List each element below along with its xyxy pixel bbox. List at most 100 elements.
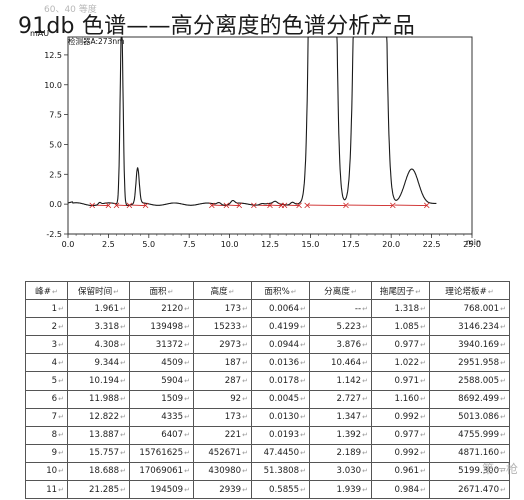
table-cell-value: 4871.160 bbox=[458, 448, 500, 459]
table-cell: 3.876↵ bbox=[309, 335, 372, 355]
table-cell-value: 1.392 bbox=[336, 430, 362, 441]
cell-marker-icon: ↵ bbox=[242, 304, 248, 313]
cell-marker-icon: ↵ bbox=[242, 485, 248, 494]
table-cell-value: 5.223 bbox=[336, 321, 362, 332]
cell-marker-icon: ↵ bbox=[184, 304, 190, 313]
cell-marker-icon: ↵ bbox=[184, 449, 190, 458]
table-cell: 9↵ bbox=[25, 443, 68, 463]
cell-marker-icon: ↵ bbox=[362, 431, 368, 440]
peak-marker bbox=[267, 202, 273, 209]
table-cell-value: 2.727 bbox=[336, 394, 362, 405]
peak-table-container: 峰#↵ 保留时间↵ 面积↵ 高度↵ 面积%↵ 分离度↵ 拖尾因子↵ 理论塔板#↵ 1↵ 1.96… bbox=[25, 280, 510, 500]
cell-marker-icon: ↵ bbox=[500, 431, 506, 440]
table-cell: 8692.499↵ bbox=[429, 389, 510, 409]
table-cell: 15.757↵ bbox=[67, 443, 130, 463]
table-cell-value: 12.822 bbox=[89, 412, 120, 423]
table-cell-value: 7 bbox=[51, 412, 58, 423]
table-cell-value: 9 bbox=[51, 448, 58, 459]
cell-marker-icon: ↵ bbox=[300, 377, 306, 386]
table-cell: --↵ bbox=[309, 299, 372, 319]
table-cell: 15233↵ bbox=[193, 317, 252, 337]
column-header-label: 面积 bbox=[149, 286, 167, 297]
peak-marker bbox=[423, 202, 430, 209]
cell-marker-icon: ↵ bbox=[184, 377, 190, 386]
table-cell: 11.988↵ bbox=[67, 389, 130, 409]
table-cell: 1.142↵ bbox=[309, 371, 372, 391]
table-cell: 0.0178↵ bbox=[251, 371, 310, 391]
cell-marker-icon: ↵ bbox=[242, 413, 248, 422]
table-cell: 3.030↵ bbox=[309, 461, 372, 482]
table-cell-value: 5 bbox=[51, 376, 58, 387]
cell-marker-icon: ↵ bbox=[500, 340, 506, 349]
table-cell-value: 10.194 bbox=[89, 376, 120, 387]
table-row: 8↵ 13.887↵ 6407↵ 221↵ 0.0193↵ 1.392↵ 0.977↵ 475… bbox=[25, 425, 510, 445]
cell-marker-icon: ↵ bbox=[300, 358, 306, 367]
table-cell: 0.977↵ bbox=[371, 425, 430, 445]
table-header-row: 峰#↵ 保留时间↵ 面积↵ 高度↵ 面积%↵ 分离度↵ 拖尾因子↵ 理论塔板#↵ bbox=[25, 280, 510, 301]
table-cell: 0.0944↵ bbox=[251, 335, 310, 355]
table-cell-value: -- bbox=[354, 303, 362, 314]
table-cell: 6↵ bbox=[25, 389, 68, 409]
cell-marker-icon: ↵ bbox=[362, 413, 368, 422]
cell-marker-icon: ↵ bbox=[58, 340, 64, 349]
table-cell-value: 2973 bbox=[219, 339, 242, 350]
table-cell-value: 31372 bbox=[155, 339, 184, 350]
cell-marker-icon: ↵ bbox=[120, 431, 126, 440]
cell-marker-icon: ↵ bbox=[242, 340, 248, 349]
peak-marker bbox=[126, 202, 133, 209]
cell-marker-icon: ↵ bbox=[362, 304, 368, 313]
cell-marker-icon: ↵ bbox=[420, 431, 426, 440]
cell-marker-icon: ↵ bbox=[362, 485, 368, 494]
column-header: 分离度↵ bbox=[309, 280, 372, 301]
cell-marker-icon: ↵ bbox=[51, 287, 58, 296]
table-cell: 21.285↵ bbox=[67, 480, 130, 500]
cell-marker-icon: ↵ bbox=[242, 322, 248, 331]
peak-marker bbox=[251, 202, 257, 209]
trace-label: 检测器A:273nm bbox=[68, 36, 124, 46]
cell-marker-icon: ↵ bbox=[242, 377, 248, 386]
y-tick-label: 10.0 bbox=[44, 81, 62, 90]
cell-marker-icon: ↵ bbox=[300, 395, 306, 404]
peak-marker bbox=[142, 202, 149, 209]
cell-marker-icon: ↵ bbox=[58, 304, 64, 313]
table-cell: 18.688↵ bbox=[67, 461, 130, 482]
table-cell-value: 2 bbox=[51, 321, 58, 332]
table-cell-value: 10 bbox=[46, 466, 58, 477]
table-cell: 173↵ bbox=[193, 299, 252, 319]
table-row: 6↵ 11.988↵ 1509↵ 92↵ 0.0045↵ 2.727↵ 1.160↵ 8692… bbox=[25, 389, 510, 409]
table-cell-value: 0.971 bbox=[394, 376, 420, 387]
cell-marker-icon: ↵ bbox=[184, 467, 190, 476]
table-cell: 47.4450↵ bbox=[251, 443, 310, 463]
cell-marker-icon: ↵ bbox=[184, 395, 190, 404]
table-cell: 3↵ bbox=[25, 335, 68, 355]
table-cell: 17069061↵ bbox=[129, 461, 194, 482]
table-cell: 1.392↵ bbox=[309, 425, 372, 445]
x-tick-label: 15.0 bbox=[301, 240, 319, 249]
table-cell-value: 10.464 bbox=[331, 357, 362, 368]
table-cell: 139498↵ bbox=[129, 317, 194, 337]
cell-marker-icon: ↵ bbox=[300, 322, 306, 331]
table-cell-value: 2588.005 bbox=[458, 376, 500, 387]
cell-marker-icon: ↵ bbox=[500, 449, 506, 458]
x-tick-label: 2.5 bbox=[102, 240, 115, 249]
y-tick-label: 0.0 bbox=[49, 200, 62, 209]
table-cell-value: 173 bbox=[224, 412, 242, 423]
x-tick-label: 20.0 bbox=[382, 240, 400, 249]
table-cell: 1509↵ bbox=[129, 389, 194, 409]
table-cell: 10.194↵ bbox=[67, 371, 130, 391]
table-cell: 2951.958↵ bbox=[429, 353, 510, 373]
cell-marker-icon: ↵ bbox=[500, 304, 506, 313]
table-cell: 5↵ bbox=[25, 371, 68, 391]
table-cell: 2939↵ bbox=[193, 480, 252, 500]
cell-marker-icon: ↵ bbox=[500, 467, 506, 476]
table-cell: 0.992↵ bbox=[371, 443, 430, 463]
peak-marker bbox=[113, 202, 120, 209]
column-header-label: 高度 bbox=[210, 286, 228, 297]
table-cell-value: 187 bbox=[224, 357, 242, 368]
table-cell: 31372↵ bbox=[129, 335, 194, 355]
cell-marker-icon: ↵ bbox=[290, 287, 297, 296]
table-cell-value: 1.347 bbox=[336, 412, 362, 423]
plot-frame bbox=[67, 36, 473, 235]
table-cell-value: 0.992 bbox=[394, 448, 420, 459]
table-cell-value: 1.939 bbox=[336, 484, 362, 495]
